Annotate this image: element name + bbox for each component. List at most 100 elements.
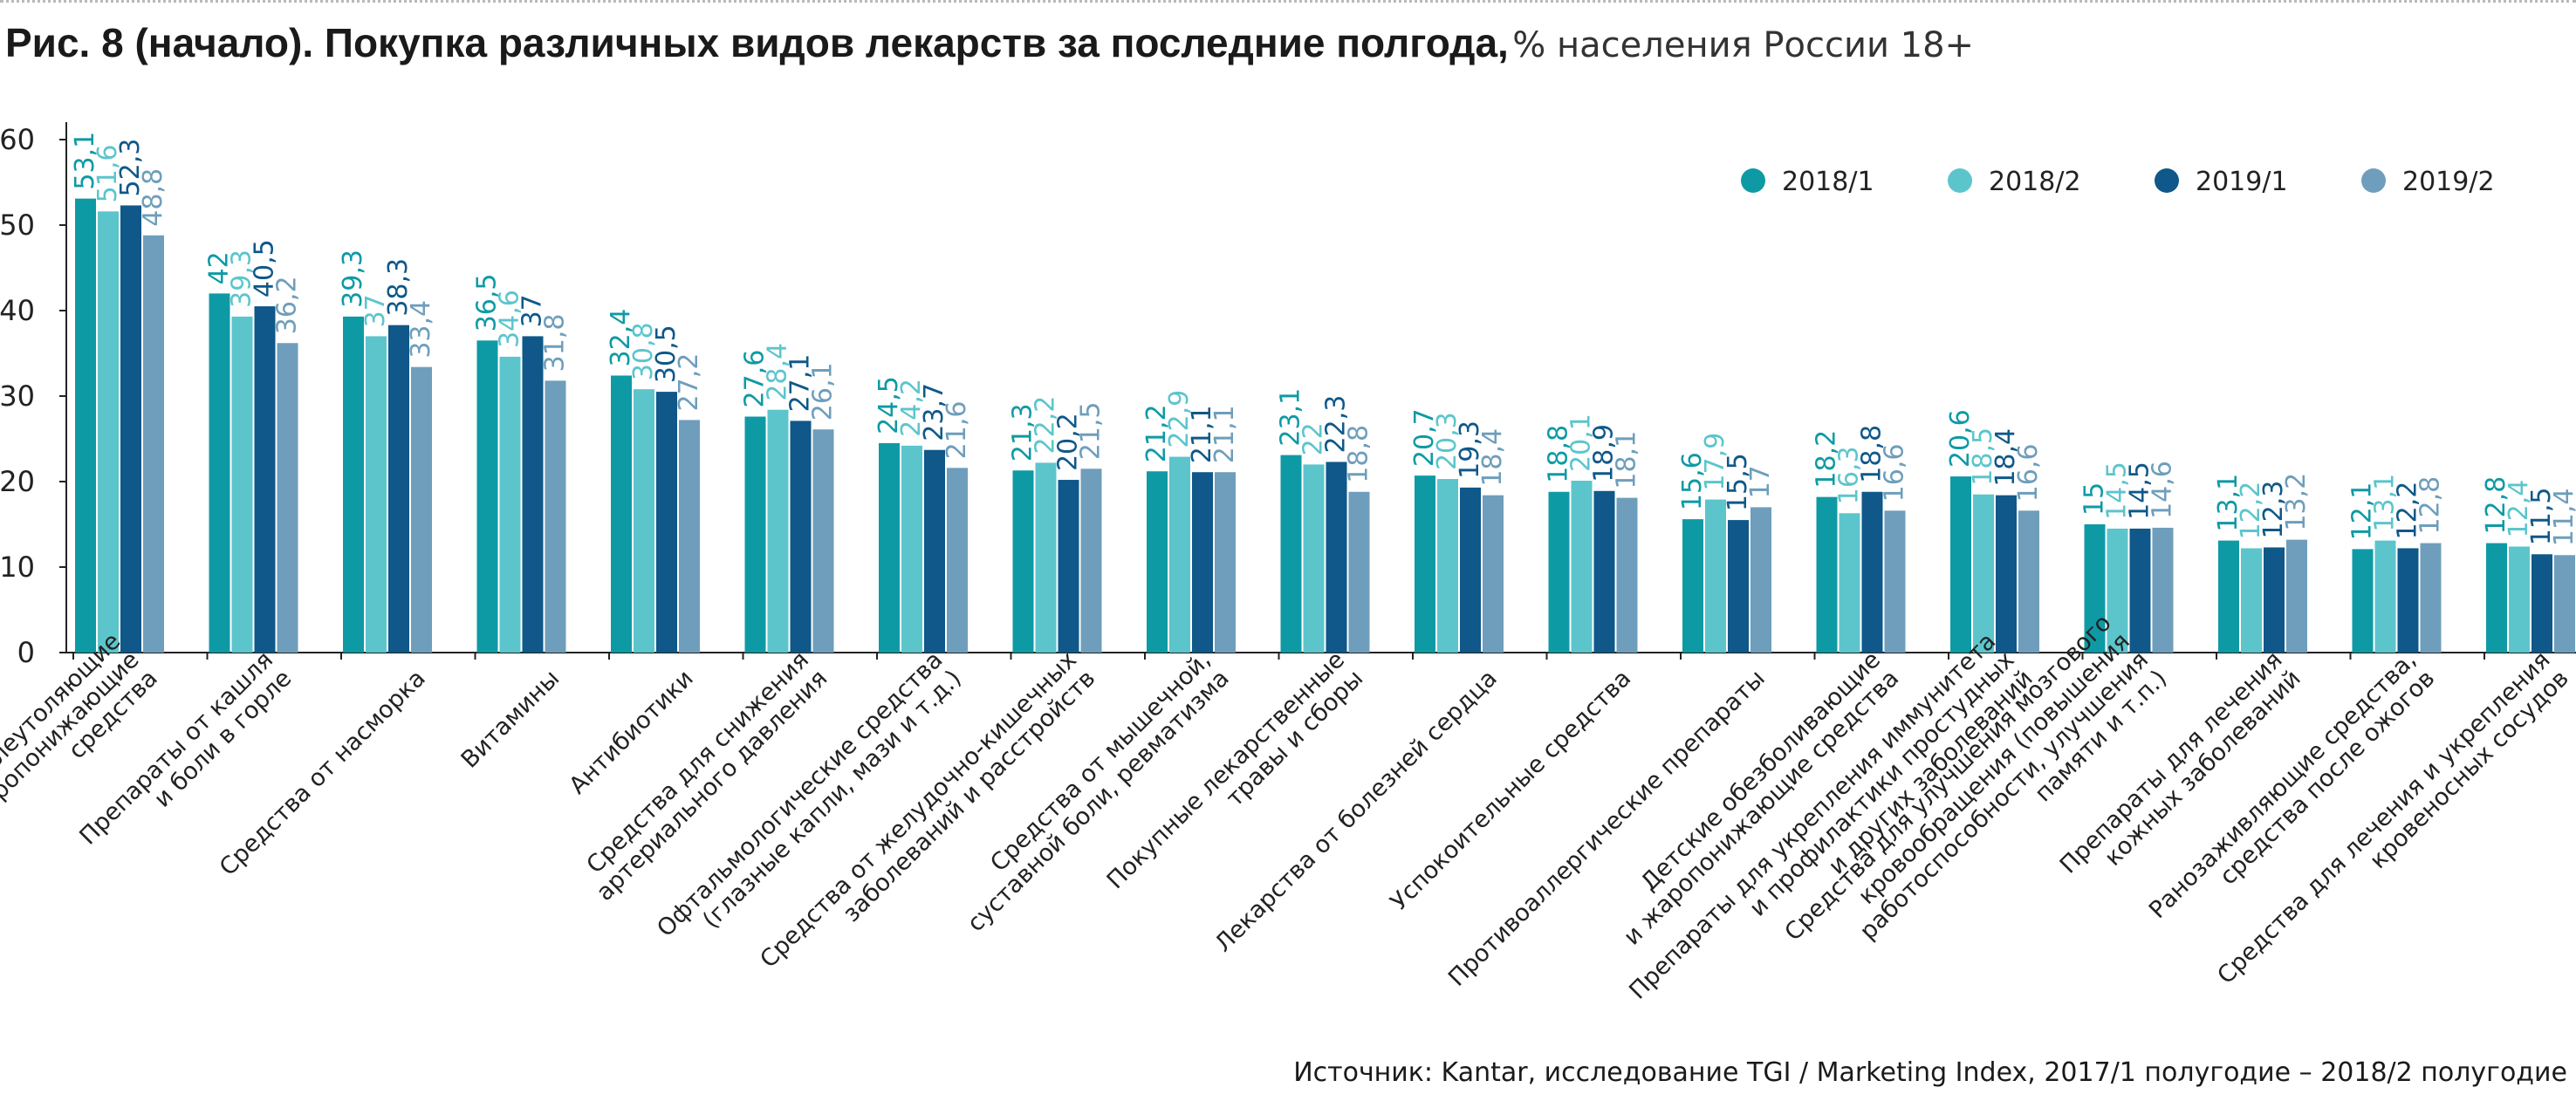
bar-value-label: 16,3	[1834, 446, 1865, 504]
legend-label: 2019/2	[2402, 167, 2495, 197]
bar-2018-1	[2352, 549, 2374, 653]
bar-value-label: 48,8	[138, 168, 168, 227]
bar-value-label: 12,4	[2504, 480, 2534, 538]
bar-value-label: 31,8	[540, 314, 571, 373]
bar-2018-1	[1415, 475, 1435, 653]
bar-value-label: 20,1	[1566, 414, 1597, 472]
bar-value-label: 21,6	[942, 401, 972, 460]
y-tick-label: 20	[0, 465, 35, 498]
bar-value-label: 27,6	[740, 350, 771, 408]
bar-2019-2	[1215, 472, 1236, 653]
bar-2019-1	[254, 306, 276, 653]
bar-value-label: 15	[2079, 482, 2110, 516]
bar-value-label: 21,2	[1141, 404, 1172, 462]
bar-2018-1	[1147, 471, 1168, 653]
bar-2018-2	[2509, 546, 2530, 653]
bar-value-label: 21,3	[1008, 403, 1038, 462]
bar-2019-2	[1080, 468, 1102, 653]
bar-value-label: 15,5	[1723, 453, 1753, 511]
bar-2019-2	[2018, 510, 2039, 653]
bar-2019-2	[947, 468, 968, 653]
bar-value-label: 22,2	[1031, 396, 1061, 455]
bar-2019-1	[924, 449, 945, 653]
bar-value-label: 11,4	[2549, 488, 2576, 546]
y-tick-label: 0	[17, 636, 35, 669]
bar-value-label: 20,7	[1409, 408, 1440, 467]
bar-value-label: 34,6	[495, 290, 525, 348]
bar-value-label: 20,6	[1945, 409, 1976, 468]
bar-2018-2	[2374, 540, 2396, 653]
bar-value-label: 39,3	[227, 250, 257, 308]
bar-2018-2	[231, 316, 253, 653]
legend-marker-2018-1	[1741, 168, 1765, 193]
bar-value-label: 30,5	[651, 325, 682, 383]
category-label-line: Успокоительные средства	[1386, 665, 1637, 916]
bar-2018-1	[343, 316, 364, 653]
bar-value-label: 19,3	[1455, 421, 1485, 479]
bar-2019-1	[388, 325, 409, 653]
bar-2019-1	[120, 205, 141, 653]
bar-value-label: 23,7	[919, 383, 949, 441]
bar-value-label: 37	[360, 294, 391, 327]
bar-value-label: 38,3	[383, 258, 414, 317]
bar-value-label: 12,3	[2258, 481, 2289, 539]
bar-value-label: 12,8	[2481, 476, 2511, 535]
bar-value-label: 37	[517, 294, 548, 327]
bar-2018-1	[1950, 476, 1971, 653]
bar-2019-1	[1460, 487, 1481, 653]
bar-value-label: 20,2	[1053, 413, 1084, 471]
bar-value-label: 13,1	[2213, 474, 2244, 532]
bar-2018-1	[1280, 455, 1302, 653]
bar-value-label: 18,1	[1612, 431, 1642, 489]
bar-value-label: 12,2	[2236, 482, 2266, 540]
chart-title-unit: % населения России 18+	[1512, 25, 1975, 65]
bar-value-label: 22,9	[1164, 390, 1195, 448]
bar-value-label: 51,6	[92, 145, 123, 203]
bar-value-label: 18,8	[1857, 425, 1887, 483]
bar-value-label: 18,4	[1477, 428, 1508, 487]
bar-2018-2	[1705, 499, 1726, 653]
bar-2019-1	[1861, 491, 1883, 653]
bar-value-label: 26,1	[808, 362, 839, 421]
chart-title: Рис. 8 (начало). Покупка различных видов…	[5, 19, 1974, 66]
bar-2019-2	[1483, 495, 1504, 653]
bar-2018-1	[75, 198, 96, 653]
bar-value-label: 18,9	[1589, 424, 1620, 482]
bar-2019-1	[2397, 548, 2419, 653]
bar-2018-2	[98, 211, 119, 653]
bar-2019-2	[1348, 491, 1370, 653]
bar-2019-1	[2129, 528, 2151, 653]
bar-value-label: 20,3	[1432, 412, 1463, 470]
category-label: Витамины	[456, 665, 565, 774]
bar-value-label: 16,6	[2013, 444, 2044, 503]
legend-marker-2019-2	[2361, 168, 2386, 193]
bar-value-label: 12,2	[2393, 482, 2423, 540]
bar-2018-1	[476, 340, 498, 653]
category-label-line: Лекарства от болезней сердца	[1209, 665, 1502, 957]
bar-value-label: 24,5	[874, 376, 904, 434]
top-dotted-rule	[0, 0, 2576, 3]
bar-value-label: 28,4	[763, 343, 793, 401]
bar-value-label: 24,2	[896, 379, 927, 437]
y-tick-label: 50	[0, 209, 35, 242]
source-note: Источник: Kantar, исследование TGI / Mar…	[1293, 1057, 2567, 1088]
bar-value-label: 21,1	[1209, 405, 1240, 463]
bar-value-label: 14,6	[2148, 461, 2178, 519]
bar-value-label: 33,4	[406, 300, 436, 359]
bar-2018-2	[499, 356, 521, 653]
bar-value-label: 30,8	[628, 322, 659, 380]
bar-2018-1	[2218, 540, 2239, 653]
bar-value-label: 15,6	[1677, 452, 1708, 510]
bar-2018-1	[1548, 491, 1570, 653]
bar-2018-2	[1035, 462, 1057, 653]
bar-value-label: 13,2	[2281, 473, 2312, 531]
bar-2018-2	[1571, 481, 1593, 653]
category-label: Лекарства от болезней сердца	[1209, 665, 1502, 957]
bar-2018-2	[1973, 494, 1994, 653]
bar-2019-1	[2264, 547, 2285, 653]
bar-2018-1	[611, 375, 632, 653]
bar-2018-2	[1303, 464, 1325, 653]
legend-label: 2018/1	[1782, 167, 1874, 197]
